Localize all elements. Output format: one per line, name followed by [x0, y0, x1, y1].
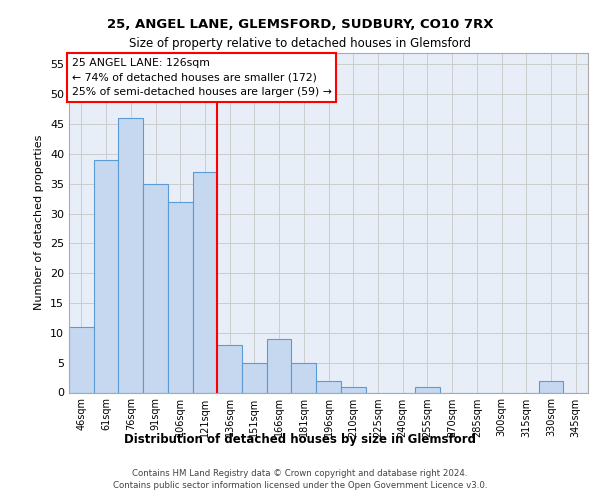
Bar: [217, 345, 242, 393]
Bar: [341, 386, 365, 392]
Text: 25 ANGEL LANE: 126sqm
← 74% of detached houses are smaller (172)
25% of semi-det: 25 ANGEL LANE: 126sqm ← 74% of detached …: [71, 58, 331, 97]
Bar: [118, 118, 143, 392]
Bar: [316, 380, 341, 392]
Bar: [415, 386, 440, 392]
Text: Size of property relative to detached houses in Glemsford: Size of property relative to detached ho…: [129, 38, 471, 51]
Text: Distribution of detached houses by size in Glemsford: Distribution of detached houses by size …: [124, 432, 476, 446]
Text: Contains HM Land Registry data © Crown copyright and database right 2024.
Contai: Contains HM Land Registry data © Crown c…: [113, 468, 487, 490]
Bar: [292, 362, 316, 392]
Bar: [242, 362, 267, 392]
Bar: [94, 160, 118, 392]
Text: 25, ANGEL LANE, GLEMSFORD, SUDBURY, CO10 7RX: 25, ANGEL LANE, GLEMSFORD, SUDBURY, CO10…: [107, 18, 493, 30]
Bar: [539, 380, 563, 392]
Bar: [168, 202, 193, 392]
Bar: [69, 327, 94, 392]
Bar: [143, 184, 168, 392]
Bar: [193, 172, 217, 392]
Bar: [267, 339, 292, 392]
Y-axis label: Number of detached properties: Number of detached properties: [34, 135, 44, 310]
